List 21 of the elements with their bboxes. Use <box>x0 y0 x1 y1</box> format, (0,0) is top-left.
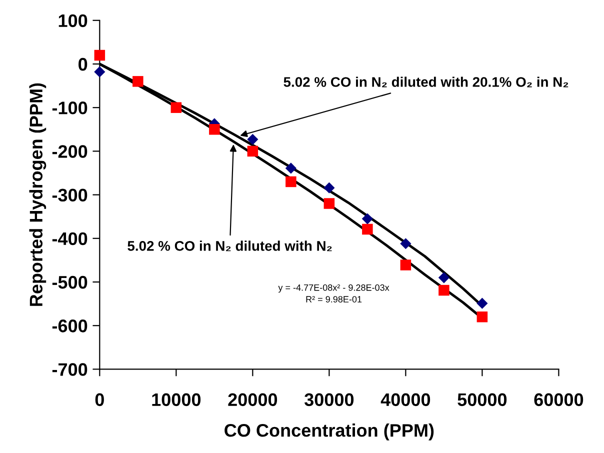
x-tick-label: 30000 <box>304 393 354 406</box>
y-tick-label: -200 <box>52 145 88 158</box>
x-tick-label: 50000 <box>458 393 507 406</box>
y-tick-label: -500 <box>52 276 88 289</box>
annotation: 5.02 % CO in N₂ diluted with N₂ <box>128 240 332 252</box>
annotation: 5.02 % CO in N₂ diluted with 20.1% O₂ in N₂ <box>284 76 568 88</box>
x-tick-label: 20000 <box>228 393 278 406</box>
y-tick-label: -700 <box>52 363 88 376</box>
y-axis-title: Reported Hydrogen (PPM) <box>29 83 46 306</box>
y-tick-label: -300 <box>52 188 88 202</box>
x-axis-title: CO Concentration (PPM) <box>224 424 434 440</box>
x-tick-label: 10000 <box>152 393 201 406</box>
x-tick-label: 60000 <box>534 393 584 406</box>
x-tick-label: 0 <box>95 393 104 406</box>
y-tick-label: 100 <box>58 14 88 28</box>
annotation: y = -4.77E-08x² - 9.28E-03x R² = 9.98E-01 <box>278 284 390 302</box>
x-tick-label: 40000 <box>380 393 430 406</box>
y-tick-label: -400 <box>52 232 88 246</box>
y-tick-label: -600 <box>52 320 88 332</box>
y-tick-label: -100 <box>52 102 88 114</box>
y-tick-label: 0 <box>78 58 88 71</box>
